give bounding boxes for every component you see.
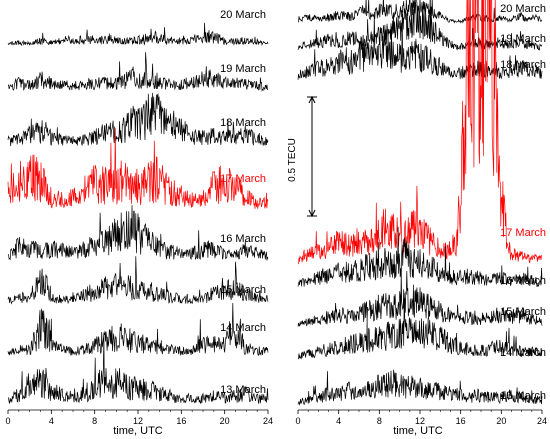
series-label: 20 March xyxy=(500,3,546,15)
series-label: 15 March xyxy=(500,306,546,318)
series-label: 15 March xyxy=(220,284,266,296)
series-label: 16 March xyxy=(500,275,546,287)
series-label: 13 March xyxy=(220,384,266,396)
series-line xyxy=(297,292,543,360)
x-tick-label: 16 xyxy=(176,416,186,426)
scale-bar-label: 0.5 TECU xyxy=(287,138,298,182)
series-line xyxy=(297,11,543,80)
right-panel: 20 March 19 March 18 March 17 March 16 March… xyxy=(295,0,547,426)
x-tick-label: 12 xyxy=(415,416,425,426)
series-line xyxy=(298,0,543,265)
x-tick-label: 4 xyxy=(49,416,54,426)
x-tick-label: 4 xyxy=(336,416,341,426)
series-label: 16 March xyxy=(220,233,266,245)
x-tick-label: 24 xyxy=(263,416,273,426)
series-label: 17 March xyxy=(500,227,546,239)
series-line xyxy=(297,0,543,51)
series-label: 14 March xyxy=(220,322,266,334)
series-line xyxy=(7,205,269,261)
series-line xyxy=(7,128,269,209)
series-label: 13 March xyxy=(500,390,546,402)
x-tick-label: 20 xyxy=(220,416,230,426)
left-panel: 20 March 19 March 18 March 17 March 16 March… xyxy=(5,9,273,426)
x-tick-label: 0 xyxy=(5,416,10,426)
series-label: 20 March xyxy=(220,9,266,21)
series-label: 19 March xyxy=(220,63,266,75)
series-label: 17 March xyxy=(220,173,266,185)
series-line xyxy=(297,0,543,24)
x-tick-label: 20 xyxy=(496,416,506,426)
series-label: 18 March xyxy=(220,117,266,129)
series-line xyxy=(7,92,269,147)
left-x-axis-title: time, UTC xyxy=(113,425,163,437)
series-line xyxy=(297,226,543,288)
x-tick-label: 12 xyxy=(133,416,143,426)
series-label: 18 March xyxy=(500,59,546,71)
x-tick-label: 8 xyxy=(377,416,382,426)
series-line xyxy=(297,270,543,327)
x-tick-label: 24 xyxy=(537,416,547,426)
x-tick-label: 16 xyxy=(456,416,466,426)
right-x-axis-title: time, UTC xyxy=(393,425,443,437)
x-tick-label: 8 xyxy=(92,416,97,426)
series-line xyxy=(7,52,268,92)
x-tick-label: 0 xyxy=(295,416,300,426)
series-line xyxy=(7,335,269,405)
series-label: 14 March xyxy=(500,347,546,359)
series-line xyxy=(7,302,269,357)
series-label: 19 March xyxy=(500,33,546,45)
series-line xyxy=(7,22,269,46)
series-line xyxy=(7,256,269,305)
series-line xyxy=(297,369,543,406)
